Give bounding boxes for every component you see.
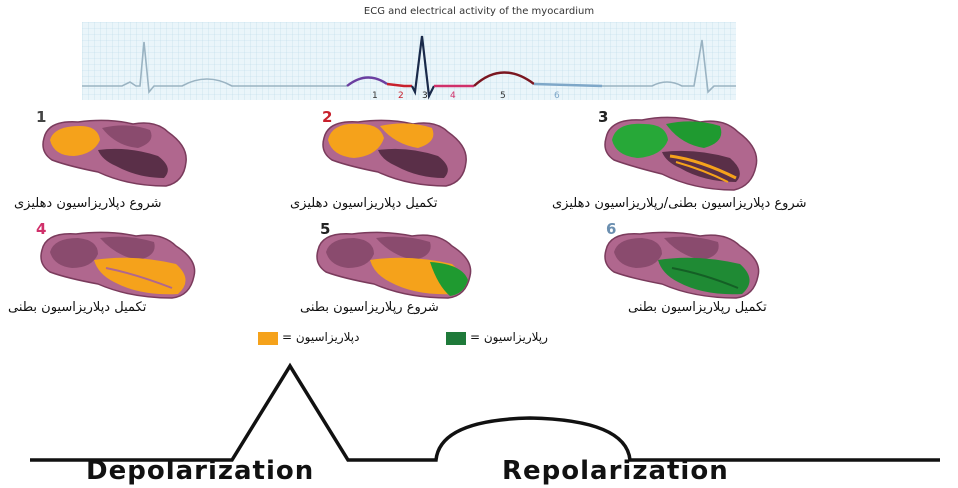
legend-repolarization-label: رپلاریزاسیون = bbox=[470, 330, 548, 344]
ecg-marker-3: 3 bbox=[422, 91, 428, 100]
heart-illustration-1 bbox=[42, 119, 187, 187]
depolarization-label: Depolarization bbox=[86, 456, 315, 486]
stage-label-6: تکمیل رپلاریزاسیون بطنی bbox=[628, 300, 767, 315]
ecg-grid bbox=[82, 22, 736, 100]
depolarization-repolarization-waveform bbox=[30, 362, 940, 462]
diagram-title: ECG and electrical activity of the myoca… bbox=[363, 6, 595, 17]
heart-illustration-6 bbox=[604, 231, 760, 299]
stage-number-5: 5 bbox=[320, 220, 331, 238]
stage-label-3: شروع دپلاریزاسیون بطنی/رپلاریزاسیون دهلی… bbox=[552, 196, 807, 211]
ecg-segment-5 bbox=[473, 71, 535, 87]
legend-depolarization-label: دپلاریزاسیون = bbox=[282, 330, 360, 344]
legend-depolarization-swatch bbox=[258, 332, 278, 345]
heart-illustration-4 bbox=[40, 231, 196, 299]
heart-illustration-5 bbox=[316, 231, 472, 299]
stage-label-1: شروع دپلاریزاسیون دهلیزی bbox=[14, 196, 162, 211]
stage-number-3: 3 bbox=[598, 108, 609, 126]
ecg-strip: 1 2 3 4 5 6 bbox=[82, 22, 736, 100]
ecg-marker-6: 6 bbox=[554, 91, 560, 100]
stage-number-4: 4 bbox=[36, 220, 47, 238]
stage-label-4: تکمیل دپلاریزاسیون بطنی bbox=[8, 300, 147, 315]
ecg-segment-2 bbox=[386, 82, 412, 88]
ecg-segment-1 bbox=[346, 76, 388, 87]
ecg-segment-3 bbox=[411, 35, 435, 100]
stage-label-2: تکمیل دپلاریزاسیون دهلیزی bbox=[290, 196, 438, 211]
stage-number-1: 1 bbox=[36, 108, 47, 126]
ecg-marker-1: 1 bbox=[372, 91, 378, 100]
ecg-marker-4: 4 bbox=[450, 91, 456, 100]
repolarization-label: Repolarization bbox=[502, 456, 729, 486]
ecg-marker-5: 5 bbox=[500, 91, 506, 100]
stage-number-6: 6 bbox=[606, 220, 617, 238]
ecg-segment-6 bbox=[533, 82, 603, 88]
ecg-marker-2: 2 bbox=[398, 91, 404, 100]
heart-illustration-2 bbox=[322, 119, 467, 187]
legend-repolarization-swatch bbox=[446, 332, 466, 345]
heart-illustration-3 bbox=[604, 116, 758, 191]
stage-number-2: 2 bbox=[322, 108, 333, 126]
stage-label-5: شروع رپلاریزاسیون بطنی bbox=[300, 300, 439, 315]
ecg-faded-trace bbox=[82, 39, 736, 94]
